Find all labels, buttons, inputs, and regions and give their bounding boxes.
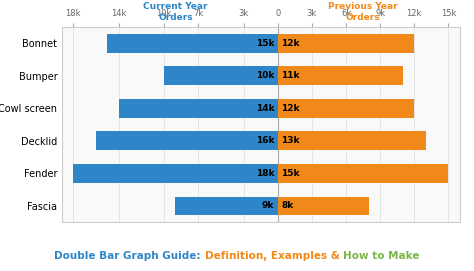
- Text: Current Year
Orders: Current Year Orders: [143, 2, 208, 22]
- Bar: [164, 66, 278, 85]
- Text: How to Make: How to Make: [343, 251, 419, 261]
- Text: 10k: 10k: [256, 71, 274, 80]
- Text: Definition, Examples &: Definition, Examples &: [205, 251, 343, 261]
- Bar: [278, 164, 448, 183]
- Bar: [278, 66, 403, 85]
- Text: 11k: 11k: [281, 71, 300, 80]
- Text: 13k: 13k: [281, 136, 300, 146]
- Text: 12k: 12k: [281, 104, 300, 113]
- Text: Previous Year
Orders: Previous Year Orders: [328, 2, 398, 22]
- Bar: [278, 131, 426, 150]
- Text: 18k: 18k: [256, 169, 274, 178]
- Bar: [118, 99, 278, 118]
- Text: Double Bar Graph Guide:: Double Bar Graph Guide:: [55, 251, 205, 261]
- Bar: [278, 34, 414, 53]
- Text: 8k: 8k: [281, 201, 293, 211]
- Bar: [175, 196, 278, 215]
- Bar: [96, 131, 278, 150]
- Text: 15k: 15k: [281, 169, 300, 178]
- Text: 15k: 15k: [256, 39, 274, 48]
- Bar: [107, 34, 278, 53]
- Text: 14k: 14k: [256, 104, 274, 113]
- Bar: [278, 99, 414, 118]
- Text: 9k: 9k: [262, 201, 274, 211]
- Bar: [73, 164, 278, 183]
- Bar: [278, 196, 369, 215]
- Text: 12k: 12k: [281, 39, 300, 48]
- Text: 16k: 16k: [256, 136, 274, 146]
